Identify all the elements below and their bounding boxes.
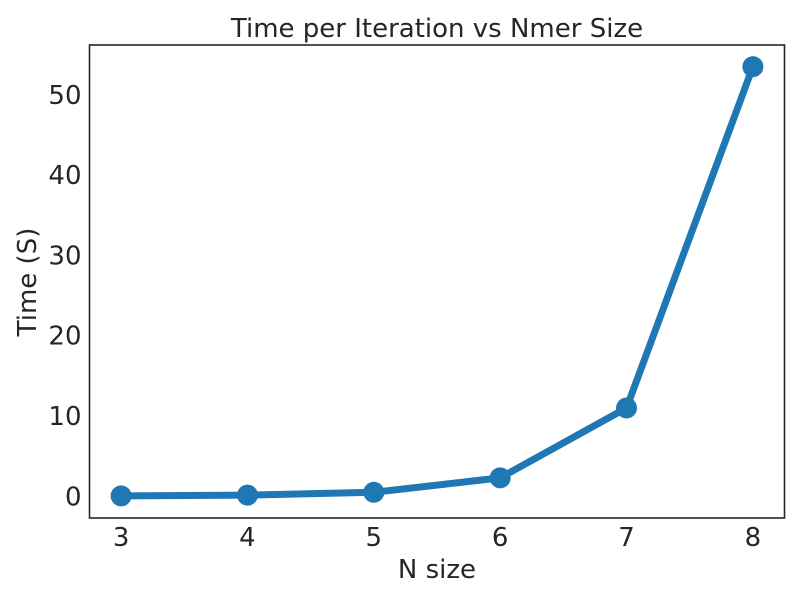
- series-line: [117, 63, 757, 500]
- y-tick-label: 30: [48, 241, 81, 271]
- y-axis-label: Time (S): [13, 228, 43, 338]
- y-tick-label: 10: [48, 402, 81, 432]
- y-tick-label: 40: [48, 161, 81, 191]
- x-tick-label: 3: [113, 523, 130, 553]
- series-layer: [110, 56, 764, 507]
- chart-title: Time per Iteration vs Nmer Size: [230, 14, 643, 44]
- data-point: [110, 485, 132, 507]
- plot-frame: [88, 44, 786, 519]
- y-tick-label: 50: [48, 81, 81, 111]
- data-point: [236, 484, 258, 506]
- x-tick-label: 7: [618, 523, 635, 553]
- data-point: [489, 467, 511, 489]
- y-axis-ticks: 0 10 20 30 40 50: [48, 81, 81, 513]
- data-point: [363, 481, 385, 503]
- x-axis-label: N size: [398, 555, 476, 585]
- data-point: [616, 397, 638, 419]
- x-tick-label: 6: [492, 523, 509, 553]
- x-axis-ticks: 3 4 5 6 7 8: [113, 523, 761, 553]
- y-tick-label: 20: [48, 322, 81, 352]
- x-tick-label: 5: [366, 523, 383, 553]
- y-tick-label: 0: [65, 482, 82, 512]
- x-tick-label: 4: [239, 523, 256, 553]
- x-tick-label: 8: [745, 523, 762, 553]
- data-point: [742, 56, 764, 78]
